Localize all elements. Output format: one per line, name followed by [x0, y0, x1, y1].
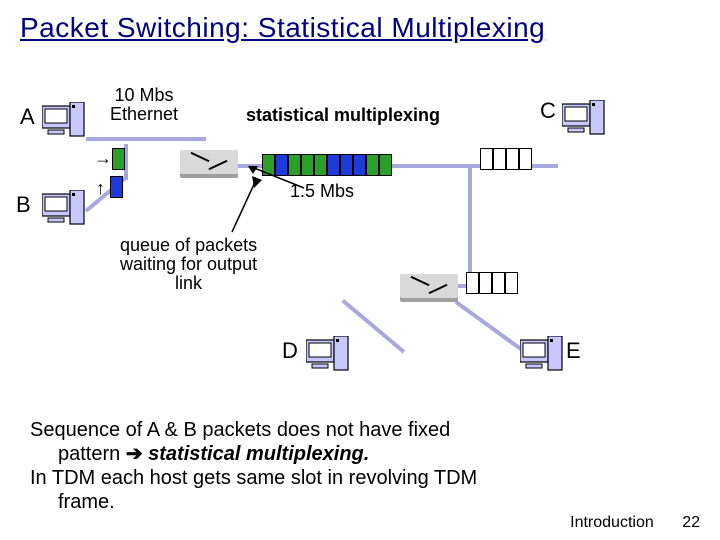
router-2: [400, 274, 458, 298]
packet-cell: [466, 272, 479, 294]
computer-a: [42, 102, 86, 142]
queue-label: queue of packets waiting for output link: [120, 236, 257, 293]
packet-cell: [379, 154, 392, 176]
body-line4: frame.: [30, 490, 650, 514]
packet-a-src: [112, 148, 125, 170]
packet-cell: [327, 154, 340, 176]
link-router2-d: [341, 299, 405, 353]
arrow-b-up: ↑: [96, 178, 105, 199]
pointer-queue: [222, 176, 262, 236]
body-arrow: ➔: [126, 443, 143, 465]
body-line2c: statistical multiplexing.: [143, 443, 370, 465]
footer: Introduction 22: [570, 514, 700, 532]
packet-cell: [480, 148, 493, 170]
link-a-router1: [86, 137, 206, 141]
footer-page: 22: [682, 514, 700, 531]
packet-b-src: [110, 176, 123, 198]
packet-cell: [505, 272, 518, 294]
body-text: Sequence of A & B packets does not have …: [30, 418, 650, 514]
packet-cell: [479, 272, 492, 294]
packet-cell: [492, 272, 505, 294]
computer-c: [562, 100, 606, 140]
body-line2a: pattern: [58, 443, 126, 465]
packet-cell: [353, 154, 366, 176]
host-label-c: C: [540, 98, 556, 124]
ethernet-label: 10 Mbs Ethernet: [110, 86, 178, 124]
body-line3: In TDM each host gets same slot in revol…: [30, 467, 477, 489]
page-title: Packet Switching: Statistical Multiplexi…: [0, 0, 720, 48]
host-label-d: D: [282, 338, 298, 364]
packet-cell: [340, 154, 353, 176]
host-label-a: A: [20, 104, 35, 130]
computer-d: [306, 336, 350, 376]
statmux-label: statistical multiplexing: [246, 106, 440, 125]
router-1: [180, 150, 238, 174]
host-label-b: B: [16, 192, 31, 218]
arrow-a-right: →: [94, 148, 112, 169]
packet-cell: [493, 148, 506, 170]
host-label-e: E: [566, 338, 581, 364]
footer-section: Introduction: [570, 514, 654, 531]
packet-cell: [366, 154, 379, 176]
packet-cell: [519, 148, 532, 170]
computer-b: [42, 190, 86, 230]
computer-e: [520, 336, 564, 376]
body-line1: Sequence of A & B packets does not have …: [30, 419, 450, 441]
packet-cell: [506, 148, 519, 170]
diagram-area: A B C D E 10 Mb: [0, 48, 720, 378]
link-mid: [468, 164, 472, 286]
packet-cell: [314, 154, 327, 176]
